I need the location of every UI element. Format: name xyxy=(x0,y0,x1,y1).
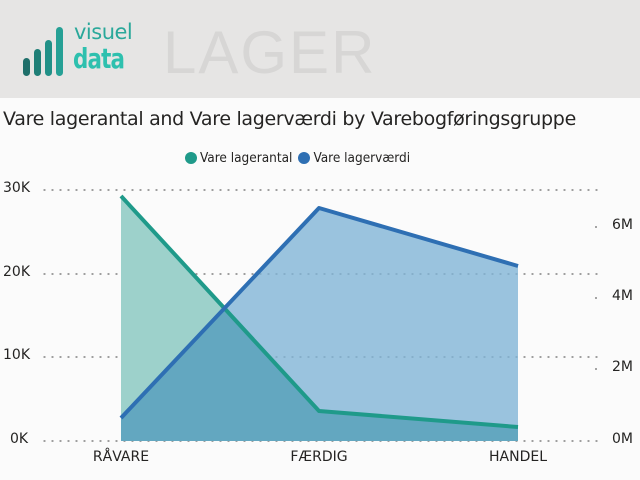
report-header: visuel data LAGER xyxy=(0,0,640,98)
legend-label: Vare lagerværdi xyxy=(313,150,411,166)
page-title: LAGER xyxy=(163,19,377,86)
legend-label: Vare lagerantal xyxy=(200,150,293,166)
x-tick-faerdig: FÆRDIG xyxy=(290,449,348,465)
logo-text-visuel: visuel xyxy=(74,20,133,44)
bar-chart-logo-icon xyxy=(23,27,63,76)
y-right-tick-2m: 2M xyxy=(612,359,633,375)
legend-item-lagervaerdi[interactable]: Vare lagerværdi xyxy=(298,150,410,166)
blue-dot-icon xyxy=(298,152,311,164)
x-tick-handel: HANDEL xyxy=(488,449,548,465)
logo-text-data: data xyxy=(73,42,125,75)
y-left-tick-10k: 10K xyxy=(3,347,30,363)
chart-title: Vare lagerantal and Vare lagerværdi by V… xyxy=(3,108,576,130)
visueldata-logo: visuel data xyxy=(22,20,142,78)
y-left-tick-0k: 0K xyxy=(10,431,29,447)
y-right-tick-0m: 0M xyxy=(612,431,633,447)
chart-legend: Vare lagerantal Vare lagerværdi xyxy=(185,150,416,166)
y-left-tick-20k: 20K xyxy=(3,264,30,280)
line-lagerantal[interactable] xyxy=(119,194,519,429)
legend-item-lagerantal[interactable]: Vare lagerantal xyxy=(185,150,292,166)
x-tick-raavare: RÅVARE xyxy=(92,449,150,465)
y-right-tick-4m: 4M xyxy=(612,288,633,304)
line-lagervaerdi[interactable] xyxy=(119,206,519,420)
y-left-tick-30k: 30K xyxy=(3,180,30,196)
teal-dot-icon xyxy=(185,152,197,164)
y-right-tick-6m: 6M xyxy=(612,217,633,233)
